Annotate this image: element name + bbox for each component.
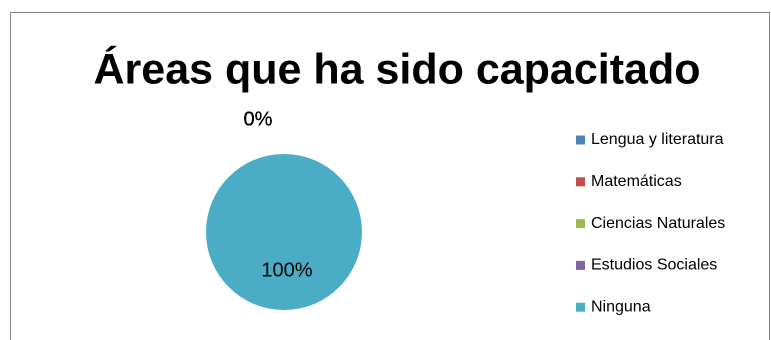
legend-swatch (576, 135, 585, 145)
chart-title: Áreas que ha sido capacitado (94, 45, 701, 93)
legend-label: Matemáticas (591, 173, 682, 190)
legend-swatch (576, 260, 585, 270)
data-label: 0% (244, 109, 273, 131)
legend-swatch (576, 302, 585, 312)
pie-slice (206, 154, 362, 310)
data-label: 0% (244, 109, 273, 131)
legend-label: Estudios Sociales (591, 257, 717, 274)
chart-frame (10, 12, 770, 340)
legend-swatch (576, 177, 585, 187)
data-label: 0% (244, 109, 273, 131)
legend-label: Ciencias Naturales (591, 215, 725, 232)
data-label: 100% (261, 259, 312, 281)
legend-swatch (576, 219, 585, 229)
data-label: 0% (244, 109, 273, 131)
legend-label: Ninguna (591, 298, 651, 315)
legend-label: Lengua y literatura (591, 131, 724, 148)
